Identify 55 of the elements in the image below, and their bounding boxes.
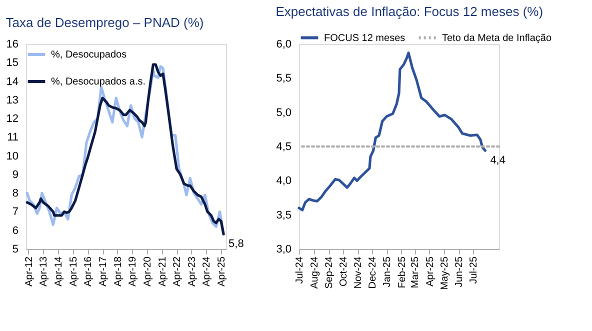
y-tick-label: 6,0 bbox=[276, 38, 292, 50]
y-tick-label: 3,5 bbox=[276, 209, 292, 222]
x-tick-label: Nov-24 bbox=[353, 256, 364, 289]
x-tick-label: Jan-25 bbox=[382, 256, 394, 288]
x-tick-label: Apr-18 bbox=[112, 256, 124, 287]
x-tick-label: Jul-24 bbox=[294, 256, 306, 284]
x-tick-label: Aug-24 bbox=[309, 256, 320, 289]
chart-title: Taxa de Desemprego – PNAD (%) bbox=[6, 15, 204, 30]
y-tick-label: 4,5 bbox=[276, 141, 292, 153]
x-tick-label: Apr-17 bbox=[98, 256, 110, 287]
y-tick-label: 4,0 bbox=[276, 175, 292, 188]
x-tick-label: Apr-23 bbox=[186, 256, 198, 287]
y-tick-label: 8 bbox=[12, 188, 18, 200]
x-tick-label: Apr-13 bbox=[38, 256, 50, 287]
y-tick-label: 6 bbox=[12, 224, 18, 237]
x-tick-label: Sep-24 bbox=[324, 256, 336, 289]
y-tick-label: 10 bbox=[6, 150, 18, 162]
y-tick-label: 16 bbox=[6, 38, 18, 50]
y-tick-label: 12 bbox=[6, 113, 18, 126]
x-tick-label: Jun-25 bbox=[454, 256, 466, 288]
x-tick-label: Apr-21 bbox=[157, 256, 168, 287]
legend-label: FOCUS 12 meses bbox=[324, 32, 406, 44]
y-tick-label: 9 bbox=[12, 168, 18, 181]
x-tick-label: Dec-24 bbox=[367, 256, 378, 289]
annotation: 5,8 bbox=[228, 238, 244, 250]
y-tick-label: 13 bbox=[6, 94, 18, 106]
x-tick-label: Apr-25 bbox=[216, 256, 228, 287]
legend-label: %, Desocupados bbox=[51, 50, 127, 60]
x-tick-label: Apr-16 bbox=[83, 256, 94, 287]
y-tick-label: 11 bbox=[7, 132, 18, 144]
y-tick-label: 5,0 bbox=[276, 106, 292, 119]
x-tick-label: Apr-20 bbox=[142, 256, 154, 287]
legend-label: Teto da Meta de Inflação bbox=[442, 32, 552, 44]
x-tick-label: Apr-25 bbox=[424, 256, 436, 287]
x-tick-label: Apr-22 bbox=[172, 256, 184, 287]
y-tick-label: 15 bbox=[6, 57, 18, 70]
x-tick-label: Oct-24 bbox=[338, 256, 350, 287]
y-tick-label: 5,5 bbox=[276, 72, 292, 85]
x-tick-label: Mar-25 bbox=[410, 256, 422, 288]
x-tick-label: Jul-25 bbox=[468, 256, 480, 284]
x-tick-label: Feb-25 bbox=[396, 256, 408, 288]
x-tick-label: Apr-14 bbox=[54, 256, 65, 287]
y-tick-label: 7 bbox=[12, 206, 18, 218]
x-tick-label: May-25 bbox=[439, 256, 450, 290]
chart-title: Expectativas de Inflação: Focus 12 meses (%) bbox=[276, 4, 544, 19]
legend-label: %, Desocupados a.s. bbox=[51, 76, 146, 88]
annotation: 4,4 bbox=[490, 154, 506, 167]
x-tick-label: Apr-19 bbox=[128, 256, 139, 287]
y-tick-label: 5 bbox=[12, 244, 18, 256]
x-tick-label: Apr-12 bbox=[24, 256, 35, 287]
line-series bbox=[298, 52, 486, 212]
x-tick-label: Apr-15 bbox=[68, 256, 80, 287]
y-tick-label: 3,0 bbox=[276, 244, 292, 256]
y-tick-label: 14 bbox=[6, 76, 18, 88]
x-tick-label: Apr-24 bbox=[202, 256, 213, 287]
